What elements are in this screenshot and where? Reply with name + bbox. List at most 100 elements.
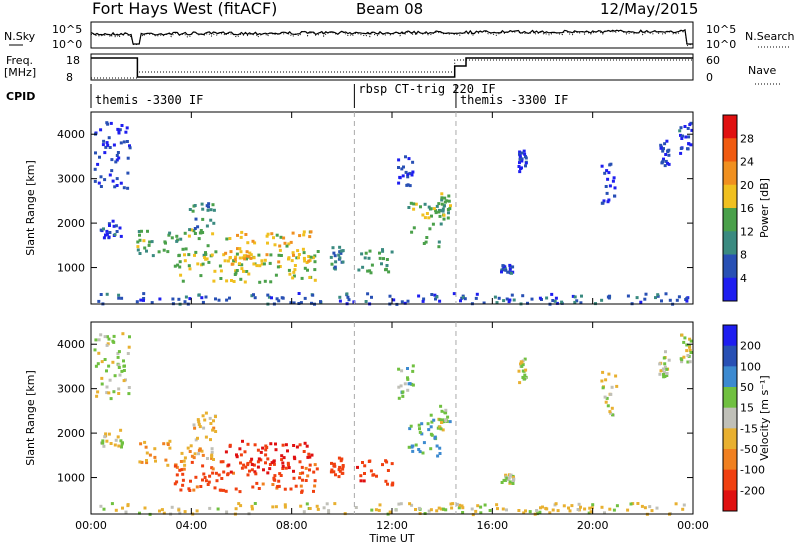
data-pixel: [122, 140, 126, 144]
data-pixel: [420, 422, 424, 426]
data-pixel: [364, 300, 368, 303]
data-pixel: [234, 271, 238, 275]
data-pixel: [285, 244, 289, 248]
data-pixel: [615, 384, 619, 388]
data-pixel: [97, 338, 101, 342]
data-pixel: [338, 469, 342, 473]
data-pixel: [308, 463, 312, 467]
data-pixel: [181, 247, 185, 251]
sky-tick-bottom: 10^0: [52, 38, 82, 51]
data-pixel: [120, 124, 124, 127]
data-pixel: [251, 485, 255, 489]
data-pixel: [406, 183, 410, 187]
data-pixel: [204, 252, 208, 256]
data-pixel: [612, 508, 616, 512]
data-pixel: [505, 508, 508, 512]
data-pixel: [258, 280, 262, 284]
data-pixel: [610, 385, 614, 389]
data-pixel: [287, 242, 291, 246]
data-pixel: [265, 253, 269, 257]
data-pixel: [361, 265, 365, 269]
data-pixel: [512, 477, 516, 481]
data-pixel: [199, 485, 203, 488]
data-pixel: [127, 345, 131, 349]
data-pixel: [214, 297, 217, 301]
data-pixel: [431, 222, 435, 226]
data-pixel: [241, 439, 244, 443]
data-pixel: [194, 250, 198, 254]
data-pixel: [404, 170, 408, 174]
data-pixel: [202, 426, 206, 430]
data-pixel: [267, 295, 271, 299]
data-pixel: [236, 233, 239, 237]
data-pixel: [654, 296, 657, 300]
data-pixel: [210, 253, 214, 257]
data-pixel: [104, 145, 108, 149]
data-pixel: [300, 489, 304, 493]
data-pixel: [440, 202, 444, 206]
data-pixel: [279, 474, 283, 477]
data-pixel: [142, 239, 146, 243]
data-pixel: [419, 205, 422, 209]
data-pixel: [441, 507, 445, 511]
data-pixel: [229, 470, 233, 474]
data-pixel: [140, 460, 144, 464]
data-pixel: [192, 456, 196, 460]
data-pixel: [224, 450, 228, 454]
data-pixel: [429, 413, 433, 417]
data-pixel: [111, 360, 115, 364]
data-pixel: [356, 465, 359, 469]
data-pixel: [193, 232, 197, 235]
data-pixel: [187, 253, 191, 257]
data-pixel: [308, 276, 312, 279]
data-pixel: [178, 468, 182, 472]
data-pixel: [325, 502, 329, 506]
data-pixel: [113, 374, 117, 378]
data-pixel: [177, 297, 181, 301]
data-pixel: [361, 461, 364, 464]
data-pixel: [417, 448, 421, 451]
data-pixel: [455, 502, 459, 506]
data-pixel: [334, 473, 337, 477]
data-pixel: [330, 468, 334, 472]
data-pixel: [308, 455, 312, 459]
data-pixel: [551, 508, 555, 512]
data-pixel: [504, 473, 508, 477]
data-pixel: [551, 299, 555, 302]
data-pixel: [205, 204, 209, 208]
data-pixel: [397, 166, 400, 169]
data-pixel: [284, 443, 288, 447]
data-pixel: [391, 483, 395, 487]
nave-tick-bottom: 0: [706, 71, 713, 84]
data-pixel: [257, 487, 261, 490]
data-pixel: [281, 443, 285, 447]
data-pixel: [386, 469, 390, 472]
data-pixel: [111, 339, 115, 343]
data-pixel: [674, 502, 678, 506]
data-pixel: [117, 363, 121, 367]
data-pixel: [106, 335, 109, 339]
data-pixel: [411, 170, 415, 174]
data-pixel: [193, 204, 197, 207]
data-pixel: [249, 253, 253, 257]
data-pixel: [443, 196, 447, 200]
data-pixel: [380, 262, 383, 266]
data-pixel: [397, 502, 401, 506]
data-pixel: [509, 265, 513, 269]
data-pixel: [407, 206, 411, 209]
data-pixel: [517, 165, 521, 168]
y-tick-label: 2000: [57, 217, 85, 230]
data-pixel: [126, 186, 130, 190]
data-pixel: [524, 156, 528, 160]
data-pixel: [184, 295, 188, 299]
data-pixel: [104, 233, 107, 237]
data-pixel: [176, 263, 180, 267]
data-pixel: [138, 238, 142, 242]
data-pixel: [105, 343, 109, 347]
data-pixel: [685, 343, 689, 347]
data-pixel: [175, 465, 179, 469]
y-axis-label: Slant Range [km]: [24, 370, 37, 466]
data-pixel: [607, 198, 611, 202]
data-pixel: [601, 386, 605, 390]
data-pixel: [434, 209, 438, 213]
